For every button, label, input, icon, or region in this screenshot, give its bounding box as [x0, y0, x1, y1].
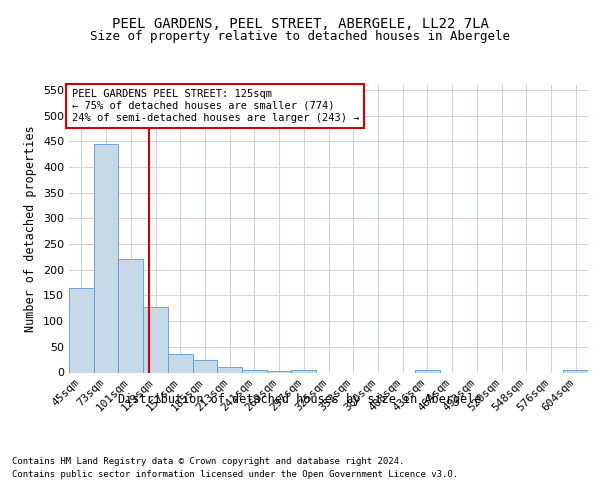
Text: Contains public sector information licensed under the Open Government Licence v3: Contains public sector information licen…: [12, 470, 458, 479]
Text: Contains HM Land Registry data © Crown copyright and database right 2024.: Contains HM Land Registry data © Crown c…: [12, 458, 404, 466]
Text: Size of property relative to detached houses in Abergele: Size of property relative to detached ho…: [90, 30, 510, 43]
Bar: [193, 360, 217, 372]
Bar: [415, 370, 440, 372]
Bar: [69, 288, 94, 372]
Text: PEEL GARDENS PEEL STREET: 125sqm
← 75% of detached houses are smaller (774)
24% : PEEL GARDENS PEEL STREET: 125sqm ← 75% o…: [71, 90, 359, 122]
Y-axis label: Number of detached properties: Number of detached properties: [25, 126, 37, 332]
Text: PEEL GARDENS, PEEL STREET, ABERGELE, LL22 7LA: PEEL GARDENS, PEEL STREET, ABERGELE, LL2…: [112, 18, 488, 32]
Bar: [94, 144, 118, 372]
Bar: [292, 370, 316, 372]
Bar: [563, 370, 588, 372]
Bar: [267, 371, 292, 372]
Bar: [242, 370, 267, 372]
Bar: [168, 354, 193, 372]
Bar: [118, 258, 143, 372]
Text: Distribution of detached houses by size in Abergele: Distribution of detached houses by size …: [118, 392, 482, 406]
Bar: [217, 368, 242, 372]
Bar: [143, 307, 168, 372]
